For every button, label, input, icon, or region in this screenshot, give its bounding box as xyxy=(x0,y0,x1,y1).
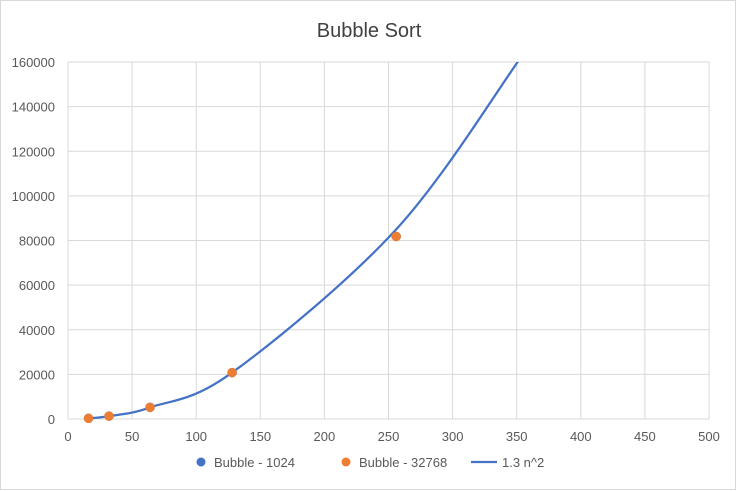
x-tick-label: 400 xyxy=(570,429,592,444)
legend-marker-2 xyxy=(341,457,351,467)
plot-area xyxy=(83,62,520,424)
y-tick-label: 160000 xyxy=(12,55,55,70)
y-tick-label: 80000 xyxy=(19,234,55,249)
legend-label-2: Bubble - 32768 xyxy=(359,455,447,470)
x-tick-label: 300 xyxy=(442,429,464,444)
y-tick-label: 60000 xyxy=(19,278,55,293)
y-tick-label: 40000 xyxy=(19,323,55,338)
series-line-1-3-n2 xyxy=(88,62,520,419)
x-tick-label: 50 xyxy=(125,429,139,444)
data-point-series-2 xyxy=(391,231,401,242)
x-tick-label: 100 xyxy=(185,429,207,444)
x-tick-label: 450 xyxy=(634,429,656,444)
x-tick-label: 350 xyxy=(506,429,528,444)
y-tick-label: 100000 xyxy=(12,189,55,204)
y-tick-label: 120000 xyxy=(12,144,55,159)
grid-lines xyxy=(67,61,710,420)
x-tick-label: 0 xyxy=(64,429,71,444)
y-tick-label: 20000 xyxy=(19,367,55,382)
data-point-series-2 xyxy=(83,413,94,424)
axis-labels: 0 20000 40000 60000 80000 100000 120000 140000 1… xyxy=(12,55,720,444)
legend: Bubble - 1024 Bubble - 32768 1.3 n^2 xyxy=(196,455,544,470)
x-tick-label: 250 xyxy=(378,429,400,444)
chart-title: Bubble Sort xyxy=(317,20,422,42)
data-point-series-2 xyxy=(104,411,114,421)
data-point-series-2 xyxy=(227,367,237,378)
legend-marker-1 xyxy=(196,457,206,467)
x-tick-label: 200 xyxy=(314,429,336,444)
x-tick-label: 500 xyxy=(698,429,720,444)
legend-label-1: Bubble - 1024 xyxy=(214,455,295,470)
legend-label-3: 1.3 n^2 xyxy=(502,455,544,470)
y-tick-label: 0 xyxy=(48,412,55,427)
data-point-series-2 xyxy=(145,402,155,413)
x-tick-label: 150 xyxy=(249,429,271,444)
y-tick-label: 140000 xyxy=(12,100,55,115)
